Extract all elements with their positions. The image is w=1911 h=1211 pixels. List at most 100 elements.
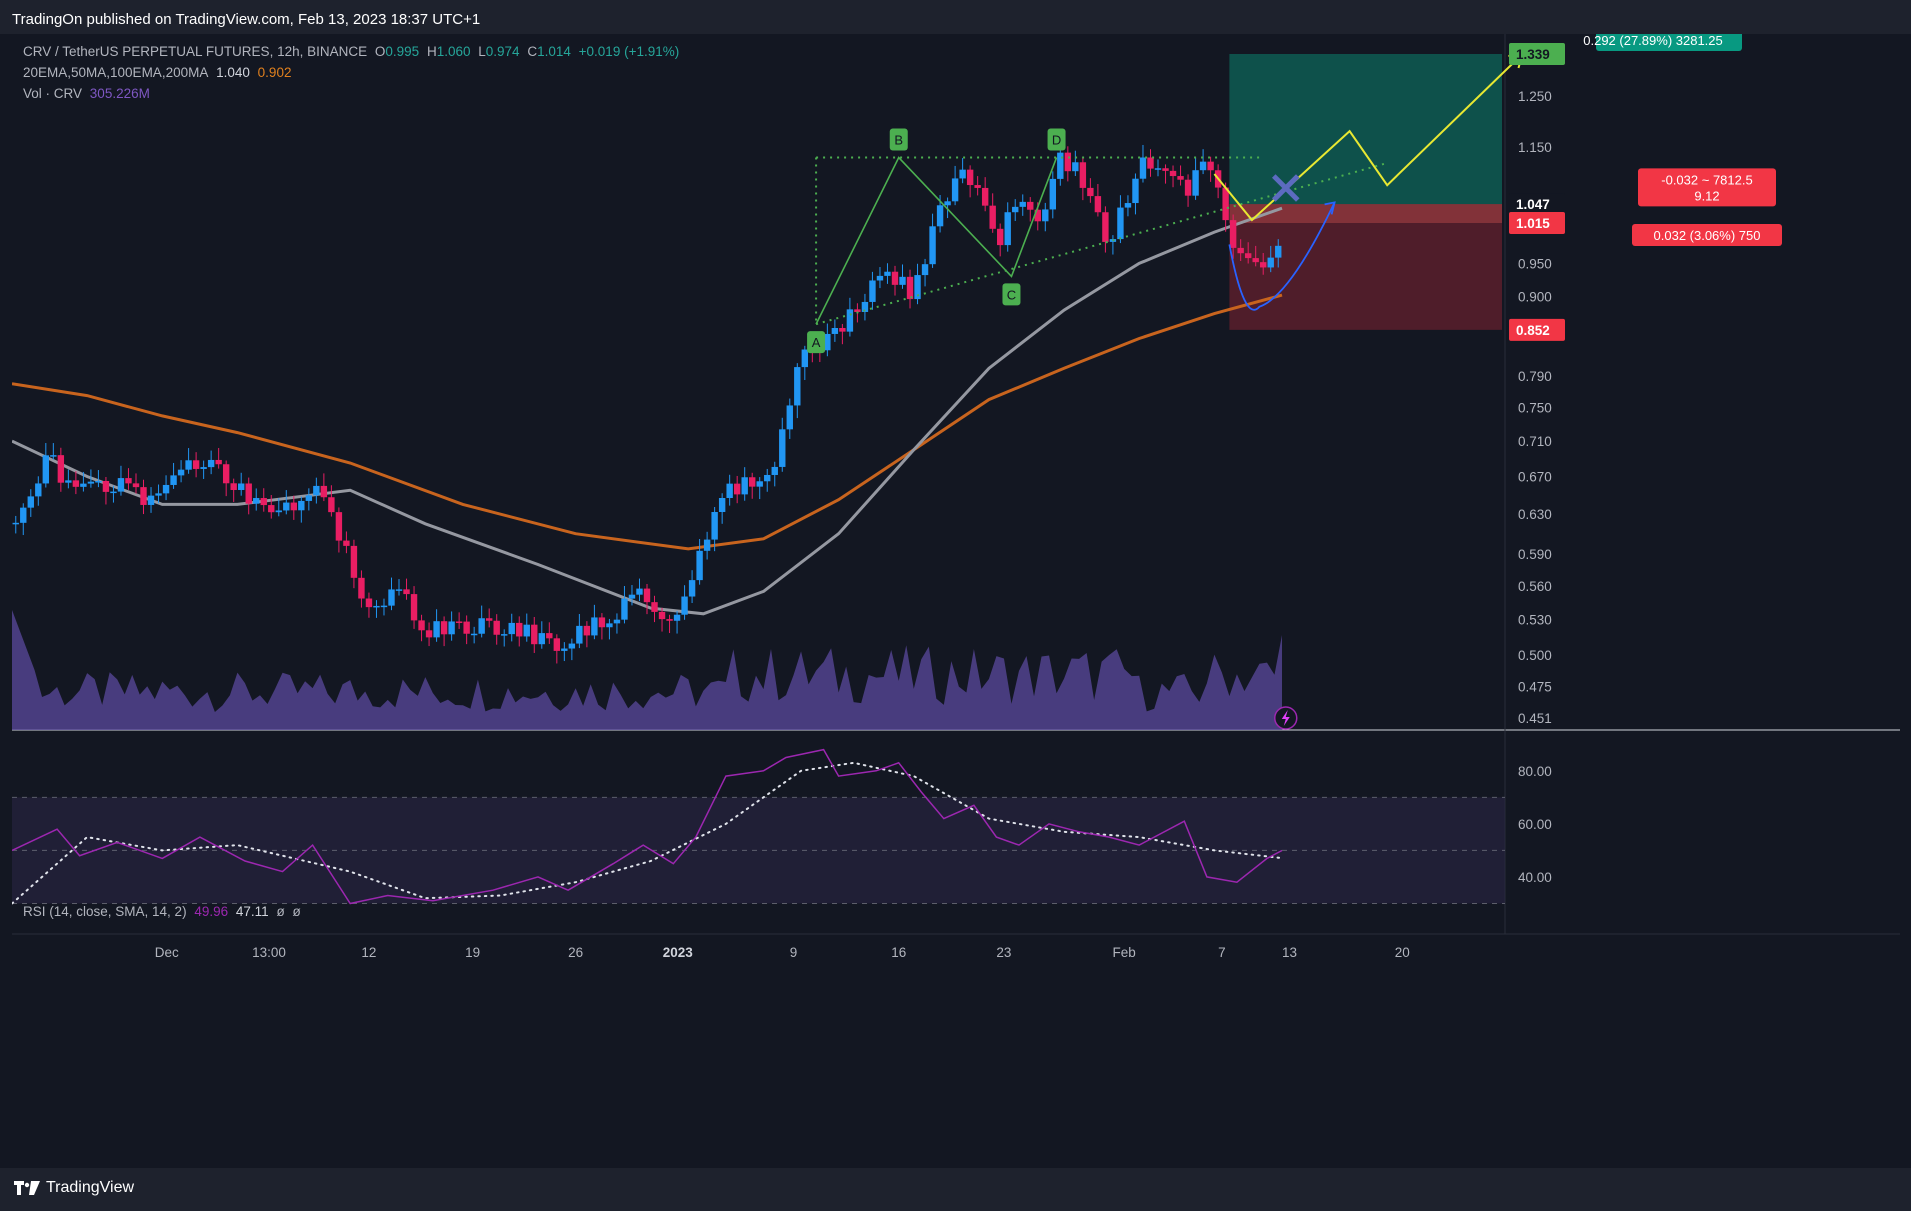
candle-down[interactable] (57, 447, 65, 492)
candle-down[interactable] (440, 616, 448, 647)
candle-up[interactable] (538, 621, 545, 649)
candle-up[interactable] (606, 618, 613, 640)
tradingview-logo[interactable]: TradingView (14, 1179, 134, 1197)
candle-up[interactable] (959, 158, 966, 184)
candle-down[interactable] (1087, 178, 1094, 203)
candle-up[interactable] (470, 626, 478, 644)
candle-up[interactable] (703, 531, 711, 560)
rsi-legend[interactable]: RSI (14, close, SMA, 14, 2) 49.96 47.11 … (23, 904, 305, 919)
candle-down[interactable] (643, 583, 651, 615)
candle-up[interactable] (110, 485, 117, 503)
pattern-point-d[interactable]: D (1047, 128, 1066, 151)
candle-up[interactable] (1132, 173, 1139, 215)
candle-down[interactable] (140, 479, 147, 515)
candle-up[interactable] (395, 579, 403, 596)
candle-down[interactable] (1147, 149, 1154, 177)
ma-legend[interactable]: 20EMA,50MA,100EMA,200MA 1.040 0.902 (23, 65, 295, 80)
candle-up[interactable] (253, 488, 260, 511)
candle-up[interactable] (313, 477, 320, 504)
candle-up[interactable] (568, 638, 576, 661)
pattern-point-c[interactable]: C (1002, 283, 1021, 306)
candle-up[interactable] (87, 469, 95, 488)
candle-down[interactable] (343, 531, 350, 554)
candle-down[interactable] (553, 634, 561, 664)
candle-up[interactable] (433, 609, 440, 642)
candle-up[interactable] (711, 507, 718, 552)
candle-up[interactable] (207, 450, 215, 475)
candle-up[interactable] (12, 515, 19, 534)
candle-up[interactable] (794, 363, 801, 419)
rsi-line[interactable] (11, 748, 1283, 905)
candle-up[interactable] (876, 267, 884, 289)
price-axis-label-current[interactable]: 1.047 (1509, 193, 1565, 216)
candle-up[interactable] (523, 613, 530, 642)
candle-down[interactable] (1064, 146, 1072, 182)
candle-up[interactable] (283, 490, 290, 515)
candle-up[interactable] (951, 165, 959, 206)
candle-down[interactable] (966, 165, 974, 198)
candle-up[interactable] (42, 443, 50, 488)
candle-up[interactable] (779, 417, 786, 472)
candle-down[interactable] (974, 176, 981, 196)
candle-up[interactable] (1012, 199, 1019, 221)
chart-svg[interactable]: A B C D 0.292 (27.89%) 3281.25 -0.032 ~ 7812.… (11, 29, 1900, 1168)
candle-up[interactable] (869, 271, 876, 310)
candle-down[interactable] (192, 452, 200, 478)
candle-down[interactable] (335, 507, 343, 553)
candle-up[interactable] (673, 610, 681, 634)
candle-down[interactable] (260, 488, 267, 512)
candle-up[interactable] (1004, 202, 1011, 252)
candle-up[interactable] (1275, 239, 1282, 268)
candle-down[interactable] (268, 495, 275, 519)
candle-down[interactable] (546, 622, 553, 644)
candle-down[interactable] (350, 539, 358, 589)
candle-down[interactable] (1027, 197, 1034, 222)
candle-down[interactable] (1102, 206, 1109, 253)
candle-down[interactable] (463, 615, 470, 645)
price-axis-label-entry[interactable]: 1.015 (1509, 212, 1565, 235)
candle-down[interactable] (906, 269, 914, 309)
loss-label[interactable]: -0.032 ~ 7812.59.12 (1638, 168, 1776, 207)
candle-up[interactable] (944, 197, 951, 219)
price-axis-label-target[interactable]: 1.339 (1509, 43, 1565, 65)
candle-down[interactable] (598, 613, 606, 640)
candle-up[interactable] (1124, 195, 1132, 217)
candle-up[interactable] (170, 462, 177, 489)
lightning-icon[interactable] (1274, 706, 1298, 730)
candle-down[interactable] (222, 460, 230, 497)
candle-up[interactable] (786, 398, 793, 439)
target-zone[interactable] (1229, 54, 1502, 224)
candle-down[interactable] (290, 495, 298, 520)
candle-down[interactable] (981, 177, 989, 212)
candle-down[interactable] (358, 570, 365, 608)
candle-down[interactable] (1237, 239, 1244, 262)
candle-down[interactable] (749, 472, 756, 499)
candle-up[interactable] (613, 613, 621, 634)
candle-up[interactable] (726, 474, 733, 506)
entry-label[interactable]: 0.032 (3.06%) 750 (1632, 224, 1782, 247)
candle-down[interactable] (516, 616, 523, 647)
candle-up[interactable] (65, 469, 72, 489)
candle-down[interactable] (531, 616, 538, 653)
candle-up[interactable] (35, 476, 42, 506)
candle-up[interactable] (846, 297, 854, 337)
candle-down[interactable] (1162, 164, 1169, 184)
candle-down[interactable] (1244, 242, 1252, 264)
candle-down[interactable] (1177, 165, 1184, 186)
candle-up[interactable] (884, 263, 891, 284)
chart-area[interactable]: A B C D 0.292 (27.89%) 3281.25 -0.032 ~ 7812.… (11, 29, 1900, 1168)
candle-down[interactable] (320, 473, 328, 502)
stop-zone[interactable] (1229, 223, 1502, 330)
ema-20-line[interactable] (11, 206, 1283, 616)
candle-down[interactable] (125, 468, 132, 490)
candle-down[interactable] (1094, 183, 1102, 217)
support-dotted-line[interactable] (815, 162, 1388, 326)
candle-up[interactable] (373, 600, 380, 618)
candle-down[interactable] (493, 614, 500, 645)
candle-up[interactable] (801, 345, 809, 381)
candle-up[interactable] (50, 443, 57, 460)
candle-up[interactable] (831, 319, 839, 342)
recovery-arrow[interactable] (1228, 201, 1336, 311)
candle-up[interactable] (576, 614, 583, 649)
candle-down[interactable] (230, 478, 237, 502)
